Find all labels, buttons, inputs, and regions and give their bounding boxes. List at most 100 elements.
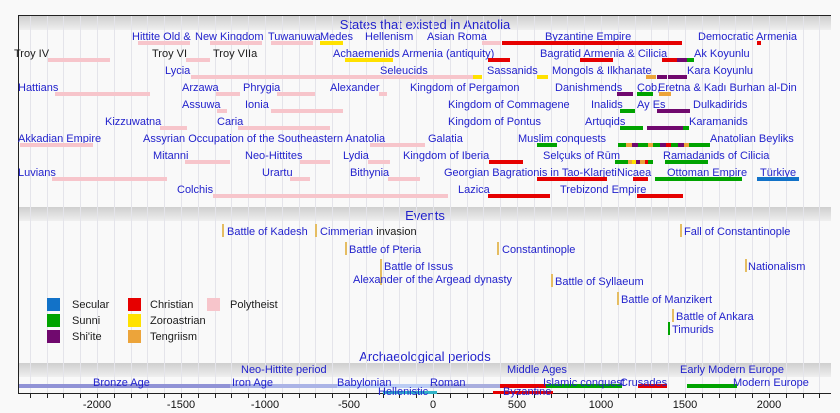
- state-label[interactable]: Tuwanuwa: [268, 31, 321, 43]
- state-label[interactable]: Inalids: [591, 99, 623, 111]
- state-label[interactable]: Kingdom of Pergamon: [410, 82, 520, 94]
- state-label[interactable]: Assuwa: [182, 99, 221, 111]
- axis-tick: [483, 394, 485, 398]
- state-label[interactable]: Bithynia: [350, 167, 390, 179]
- axis-label: -2000: [82, 399, 112, 411]
- state-label[interactable]: Ottoman Empire: [667, 167, 748, 179]
- state-label[interactable]: Luvians: [18, 167, 56, 179]
- state-label[interactable]: Asian Roma: [427, 31, 487, 43]
- state-label[interactable]: Kingdom of Commagene: [448, 99, 570, 111]
- state-label[interactable]: Dulkadirids: [693, 99, 748, 111]
- state-bar: [757, 41, 761, 45]
- axis-tick: [668, 394, 670, 398]
- period-label[interactable]: Iron Age: [232, 377, 273, 389]
- period-label[interactable]: Bronze Age: [93, 377, 150, 389]
- event-label[interactable]: Battle of Syllaeum: [555, 276, 644, 288]
- event-label[interactable]: Constantinople: [502, 244, 576, 256]
- state-label[interactable]: New Kingdom: [195, 31, 264, 43]
- state-label[interactable]: Ramadanids of Cilicia: [663, 150, 770, 162]
- period-label[interactable]: Islamic conquest: [543, 377, 625, 389]
- grid-line: [601, 16, 602, 393]
- state-label[interactable]: Muslim conquests: [518, 133, 607, 145]
- state-label[interactable]: Bagratid Armenia & Cilicia: [540, 48, 668, 60]
- state-bar: [678, 143, 684, 147]
- state-label[interactable]: Artuqids: [585, 116, 626, 128]
- state-label[interactable]: Byzantine Empire: [545, 31, 632, 43]
- event-label[interactable]: Fall of Constantinople: [684, 226, 791, 238]
- axis-tick: [601, 394, 602, 398]
- state-label[interactable]: Çob,: [637, 82, 661, 94]
- state-label[interactable]: Akkadian Empire: [18, 133, 102, 145]
- event-tick: [617, 292, 619, 305]
- state-label[interactable]: Kingdom of Pontus: [448, 116, 541, 128]
- state-label[interactable]: Eretna & Kadı Burhan al-Din: [658, 82, 797, 94]
- state-label[interactable]: Sassanids: [487, 65, 538, 77]
- legend-label: Polytheist: [230, 299, 278, 311]
- event-label[interactable]: Alexander of the Argead dynasty: [353, 274, 512, 286]
- events-section-title: Events: [405, 208, 445, 223]
- state-label[interactable]: Mongols & Ilkhanate: [552, 65, 652, 77]
- state-label[interactable]: Hattians: [18, 82, 59, 94]
- state-label[interactable]: Alexander: [330, 82, 380, 94]
- state-label[interactable]: Hellenism: [365, 31, 414, 43]
- event-label[interactable]: Nationalism: [748, 261, 806, 273]
- state-label[interactable]: Nicaea: [617, 167, 652, 179]
- state-bar: [636, 160, 640, 164]
- period-label[interactable]: Modern Europe: [733, 377, 809, 389]
- state-label[interactable]: Lycia: [165, 65, 191, 77]
- state-label[interactable]: Ay Es: [637, 99, 666, 111]
- state-label[interactable]: Phrygia: [243, 82, 281, 94]
- period-group-label[interactable]: Middle Ages: [507, 364, 567, 376]
- period-group-label[interactable]: Early Modern Europe: [680, 364, 784, 376]
- state-label[interactable]: Assyrian Occupation of the Southeastern …: [143, 133, 386, 145]
- state-label[interactable]: Hittite Old &: [132, 31, 191, 43]
- state-label[interactable]: Ak Koyunlu: [694, 48, 750, 60]
- state-label[interactable]: Danishmends: [555, 82, 623, 94]
- event-label[interactable]: Cimmerian invasion: [320, 226, 417, 238]
- state-label[interactable]: Karamanids: [689, 116, 748, 128]
- grid-line: [399, 16, 401, 393]
- event-label[interactable]: Battle of Ankara: [676, 311, 754, 323]
- state-bar: [684, 143, 689, 147]
- state-label[interactable]: Kingdom of Iberia: [403, 150, 490, 162]
- grid-line: [281, 16, 283, 393]
- state-label[interactable]: Urartu: [262, 167, 293, 179]
- state-label[interactable]: Democratic Armenia: [698, 31, 798, 43]
- event-label[interactable]: Battle of Kadesh: [227, 226, 308, 238]
- state-label[interactable]: Medes: [320, 31, 354, 43]
- state-bar: [537, 143, 557, 147]
- state-label[interactable]: Arzawa: [182, 82, 219, 94]
- state-label[interactable]: Lazica: [458, 184, 490, 196]
- state-label[interactable]: Galatia: [428, 133, 463, 145]
- period-label[interactable]: Roman: [430, 377, 466, 389]
- state-bar: [659, 92, 671, 96]
- state-label[interactable]: Türkiye: [760, 167, 797, 179]
- state-label[interactable]: Seleucids: [380, 65, 428, 77]
- state-label[interactable]: Selçuks of Rūm: [543, 150, 621, 162]
- state-label[interactable]: Colchis: [177, 184, 214, 196]
- state-label[interactable]: Kara Koyunlu: [687, 65, 754, 77]
- state-label[interactable]: Caria: [217, 116, 244, 128]
- state-label[interactable]: Ionia: [245, 99, 269, 111]
- grid-line: [584, 16, 586, 393]
- period-label[interactable]: Byzantine: [503, 386, 552, 398]
- event-label[interactable]: Battle of Manzikert: [621, 294, 713, 306]
- state-label[interactable]: Lydia: [343, 150, 369, 162]
- period-group-label[interactable]: Neo-Hittite period: [241, 364, 327, 376]
- state-label[interactable]: Armenia (antiquity): [402, 48, 495, 60]
- state-label[interactable]: Trebizond Empire: [560, 184, 647, 196]
- state-label[interactable]: Kizzuwatna: [105, 116, 162, 128]
- period-label[interactable]: Crusades: [620, 377, 668, 389]
- state-label[interactable]: Anatolian Beyliks: [710, 133, 794, 145]
- event-label[interactable]: Battle of Issus: [384, 261, 454, 273]
- state-label[interactable]: Achaemenids: [333, 48, 400, 60]
- state-label[interactable]: Georgian Bagrationis in Tao-Klarjeti: [444, 167, 617, 179]
- event-label[interactable]: Battle of Pteria: [349, 244, 422, 256]
- period-label[interactable]: Hellenistic: [378, 386, 429, 398]
- grid-line: [147, 16, 149, 393]
- event-label[interactable]: Timurids: [672, 324, 714, 336]
- event-tick: [551, 274, 553, 287]
- state-label[interactable]: Neo-Hittites: [245, 150, 303, 162]
- period-label[interactable]: Babylonian: [337, 377, 392, 389]
- state-label[interactable]: Mitanni: [153, 150, 189, 162]
